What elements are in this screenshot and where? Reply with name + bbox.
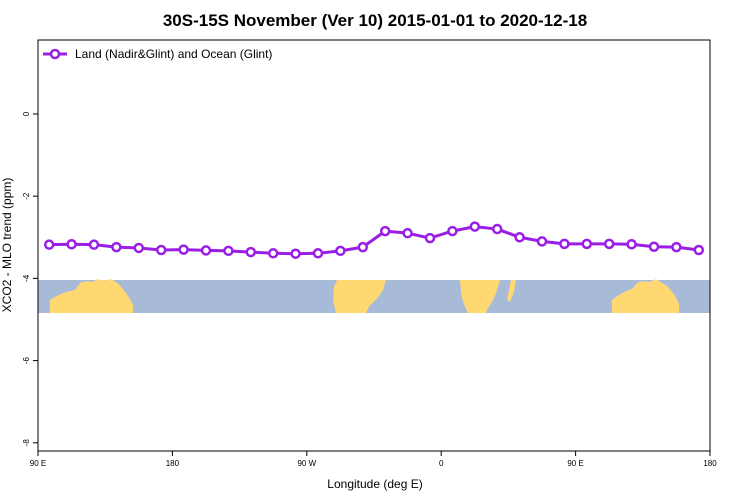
data-point: [133, 242, 145, 254]
land-australia-west: [50, 279, 133, 313]
data-point: [155, 244, 167, 256]
data-point: [693, 244, 705, 256]
legend: Land (Nadir&Glint) and Ocean (Glint): [43, 47, 272, 61]
data-point: [626, 239, 637, 250]
series-line: [49, 225, 699, 256]
data-point: [357, 241, 369, 253]
data-point: [223, 245, 234, 257]
x-tick-label: 180: [166, 459, 180, 468]
data-point: [200, 245, 212, 256]
data-point: [469, 221, 481, 232]
data-point: [245, 246, 257, 258]
data-point: [491, 223, 503, 235]
data-point: [335, 245, 346, 257]
data-point: [111, 241, 122, 253]
x-tick-label: 180: [703, 459, 717, 468]
series-layer: [43, 221, 705, 259]
y-axis-label: XCO2 - MLO trend (ppm): [0, 178, 14, 313]
legend-label: Land (Nadir&Glint) and Ocean (Glint): [75, 47, 272, 61]
x-tick-label: 90 W: [297, 459, 316, 468]
data-point: [267, 248, 279, 259]
land-australia-east: [612, 279, 679, 313]
data-point: [447, 225, 458, 237]
data-point: [424, 232, 436, 244]
data-point: [536, 236, 548, 247]
land-southern-africa: [460, 280, 500, 313]
data-point: [603, 238, 615, 250]
x-axis-ticks: 90 E 180 90 W 0 90 E 180: [30, 451, 717, 468]
x-tick-label: 90 E: [30, 459, 46, 468]
data-point: [514, 232, 525, 243]
y-tick-label: -6: [22, 356, 31, 364]
plot-frame: [37, 39, 711, 452]
data-point: [88, 239, 100, 250]
data-point: [648, 241, 660, 252]
legend-marker: [49, 48, 61, 60]
plot-axes: 90 E 180 90 W 0 90 E 180 0 -2 -4 -6 -8: [22, 39, 717, 468]
y-tick-label: -2: [22, 192, 31, 200]
x-tick-label: 0: [439, 459, 444, 468]
data-point: [178, 244, 189, 255]
y-tick-label: 0: [22, 111, 31, 116]
y-axis-ticks: 0 -2 -4 -6 -8: [22, 111, 38, 446]
y-tick-label: -4: [22, 274, 31, 282]
chart-title: 30S-15S November (Ver 10) 2015-01-01 to …: [163, 11, 587, 30]
data-point: [671, 241, 682, 253]
data-point: [43, 239, 55, 250]
y-tick-label: -8: [22, 439, 31, 447]
x-axis-label: Longitude (deg E): [327, 477, 422, 491]
data-point: [312, 248, 324, 259]
x-tick-label: 90 E: [567, 459, 583, 468]
data-point: [559, 238, 570, 250]
data-point: [402, 227, 413, 239]
land-south-america: [333, 280, 386, 313]
data-point: [66, 239, 77, 250]
data-point: [379, 225, 391, 237]
land-ocean-map-strip: [38, 279, 710, 313]
data-point: [290, 248, 301, 259]
land-madagascar: [507, 280, 516, 302]
data-point: [581, 238, 593, 250]
